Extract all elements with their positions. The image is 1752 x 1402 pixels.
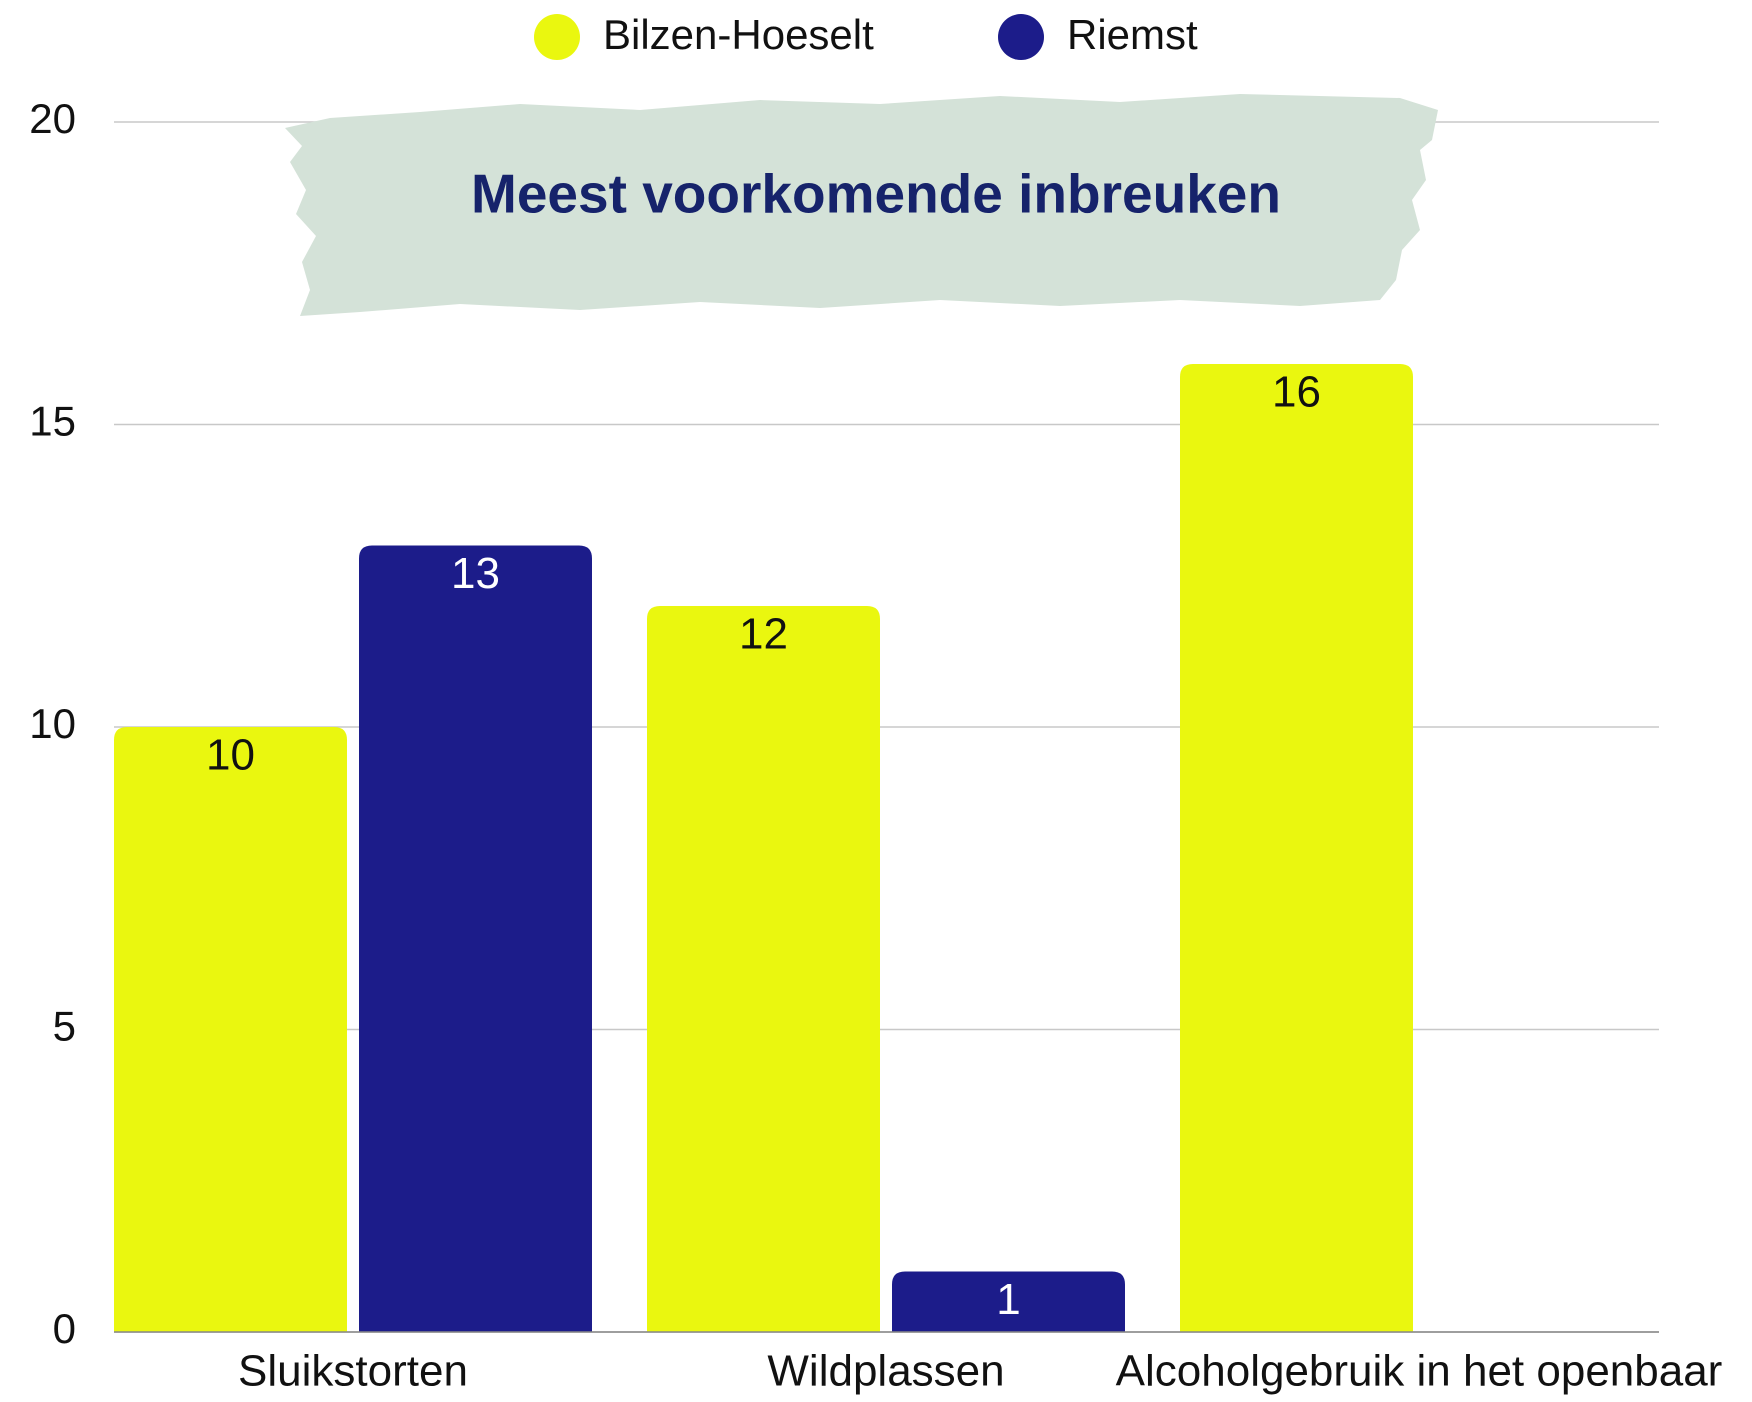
x-tick-label: Wildplassen bbox=[767, 1347, 1004, 1396]
chart: 0 5 10 15 20 Bilzen-Hoeselt Riemst Sluikstorten… bbox=[0, 0, 1752, 1402]
y-tick-label: 0 bbox=[53, 1305, 76, 1352]
bar bbox=[647, 606, 880, 1332]
value-label: 10 bbox=[206, 731, 255, 780]
legend-label: Riemst bbox=[1067, 11, 1198, 58]
y-tick-label: 15 bbox=[29, 398, 76, 445]
bar bbox=[1180, 364, 1413, 1332]
y-tick-label: 10 bbox=[29, 700, 76, 747]
x-tick-label: Sluikstorten bbox=[238, 1347, 468, 1396]
legend-swatch bbox=[534, 14, 580, 60]
y-tick-label: 20 bbox=[29, 95, 76, 142]
chart-title: Meest voorkomende inbreuken bbox=[471, 163, 1281, 225]
bar bbox=[359, 546, 592, 1333]
value-label: 16 bbox=[1272, 368, 1321, 417]
bar bbox=[114, 727, 347, 1332]
legend-swatch bbox=[998, 14, 1044, 60]
value-label: 1 bbox=[996, 1275, 1020, 1324]
y-tick-label: 5 bbox=[53, 1003, 76, 1050]
value-label: 13 bbox=[451, 549, 500, 598]
x-tick-label: Alcoholgebruik in het openbaar bbox=[1116, 1347, 1723, 1396]
legend-label: Bilzen-Hoeselt bbox=[603, 11, 874, 58]
value-label: 12 bbox=[739, 610, 788, 659]
